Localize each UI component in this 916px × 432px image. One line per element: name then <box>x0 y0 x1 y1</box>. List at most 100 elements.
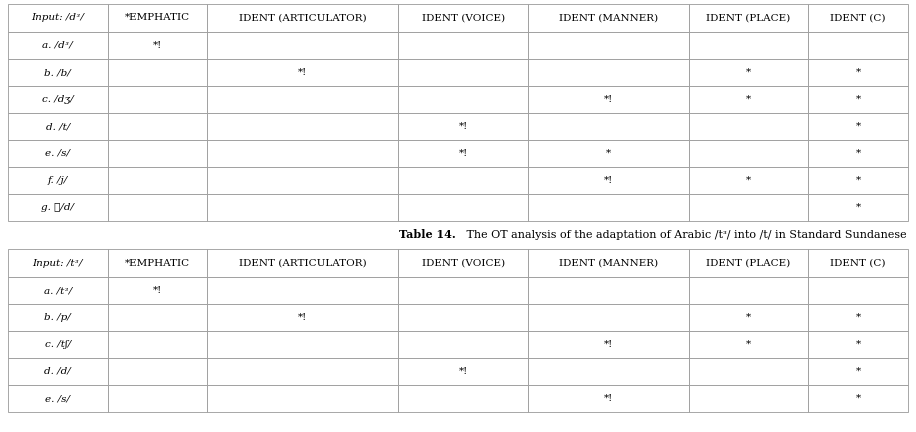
Text: *: * <box>856 313 861 322</box>
Bar <box>8 304 107 331</box>
Bar <box>398 331 529 358</box>
Text: *EMPHATIC: *EMPHATIC <box>125 13 190 22</box>
Text: *: * <box>856 122 861 131</box>
Bar <box>529 32 689 59</box>
Bar <box>529 385 689 412</box>
Bar <box>689 385 809 412</box>
Bar <box>207 249 398 277</box>
Bar <box>809 140 908 167</box>
Bar <box>8 385 107 412</box>
Text: g. ✓/d/: g. ✓/d/ <box>41 203 74 212</box>
Bar <box>207 59 398 86</box>
Text: *!: *! <box>298 313 307 322</box>
Bar <box>107 331 207 358</box>
Bar <box>107 194 207 221</box>
Text: *!: *! <box>458 149 468 158</box>
Text: IDENT (ARTICULATOR): IDENT (ARTICULATOR) <box>239 258 366 267</box>
Bar <box>529 331 689 358</box>
Text: *!: *! <box>153 41 162 50</box>
Bar <box>529 277 689 304</box>
Bar <box>689 331 809 358</box>
Bar <box>8 277 107 304</box>
Bar <box>689 304 809 331</box>
Text: *: * <box>746 68 751 77</box>
Text: IDENT (ARTICULATOR): IDENT (ARTICULATOR) <box>239 13 366 22</box>
Bar <box>8 249 107 277</box>
Bar <box>8 86 107 113</box>
Text: *!: *! <box>604 95 613 104</box>
Text: e. /s/: e. /s/ <box>45 394 71 403</box>
Text: d. /d/: d. /d/ <box>44 367 71 376</box>
Text: IDENT (MANNER): IDENT (MANNER) <box>559 258 658 267</box>
Text: f. /j/: f. /j/ <box>48 176 68 185</box>
Bar <box>207 385 398 412</box>
Text: *: * <box>856 149 861 158</box>
Bar <box>107 86 207 113</box>
Bar <box>809 86 908 113</box>
Text: *: * <box>856 394 861 403</box>
Text: *EMPHATIC: *EMPHATIC <box>125 258 190 267</box>
Bar <box>689 140 809 167</box>
Bar <box>8 113 107 140</box>
Bar <box>8 59 107 86</box>
Bar <box>529 304 689 331</box>
Text: a. /dᶟ/: a. /dᶟ/ <box>42 41 73 50</box>
Text: *!: *! <box>604 340 613 349</box>
Bar <box>8 194 107 221</box>
Bar <box>529 113 689 140</box>
Bar <box>207 167 398 194</box>
Bar <box>398 277 529 304</box>
Text: e. /s/: e. /s/ <box>45 149 71 158</box>
Bar <box>809 304 908 331</box>
Bar <box>809 358 908 385</box>
Bar <box>107 167 207 194</box>
Bar <box>529 140 689 167</box>
Bar <box>8 32 107 59</box>
Bar <box>107 385 207 412</box>
Text: *: * <box>856 340 861 349</box>
Text: IDENT (VOICE): IDENT (VOICE) <box>421 13 505 22</box>
Text: *!: *! <box>458 122 468 131</box>
Text: d. /t/: d. /t/ <box>46 122 70 131</box>
Bar <box>8 4 107 32</box>
Text: a. /tᶟ/: a. /tᶟ/ <box>44 286 71 295</box>
Bar <box>689 194 809 221</box>
Bar <box>8 331 107 358</box>
Bar <box>107 304 207 331</box>
Text: Input: /tᶟ/: Input: /tᶟ/ <box>33 258 83 267</box>
Bar <box>107 32 207 59</box>
Text: IDENT (MANNER): IDENT (MANNER) <box>559 13 658 22</box>
Text: *!: *! <box>458 367 468 376</box>
Bar <box>529 167 689 194</box>
Text: *: * <box>856 203 861 212</box>
Text: *: * <box>856 367 861 376</box>
Bar <box>398 358 529 385</box>
Bar <box>689 167 809 194</box>
Bar <box>689 277 809 304</box>
Bar <box>529 358 689 385</box>
Bar <box>809 113 908 140</box>
Bar <box>809 249 908 277</box>
Bar <box>529 86 689 113</box>
Bar <box>809 194 908 221</box>
Bar <box>207 140 398 167</box>
Bar <box>207 331 398 358</box>
Text: *: * <box>746 176 751 185</box>
Bar <box>689 59 809 86</box>
Bar <box>398 194 529 221</box>
Bar <box>398 167 529 194</box>
Bar <box>809 331 908 358</box>
Text: Input: /dᶟ/: Input: /dᶟ/ <box>31 13 84 22</box>
Text: Table 14.: Table 14. <box>399 229 456 241</box>
Text: *: * <box>605 149 611 158</box>
Bar <box>398 113 529 140</box>
Bar <box>809 277 908 304</box>
Text: The OT analysis of the adaptation of Arabic /tᶟ/ into /t/ in Standard Sundanese: The OT analysis of the adaptation of Ara… <box>456 230 907 240</box>
Bar <box>107 358 207 385</box>
Bar <box>809 59 908 86</box>
Bar <box>207 194 398 221</box>
Text: c. /tʃ/: c. /tʃ/ <box>45 340 71 349</box>
Bar <box>207 277 398 304</box>
Bar <box>398 32 529 59</box>
Text: *: * <box>746 313 751 322</box>
